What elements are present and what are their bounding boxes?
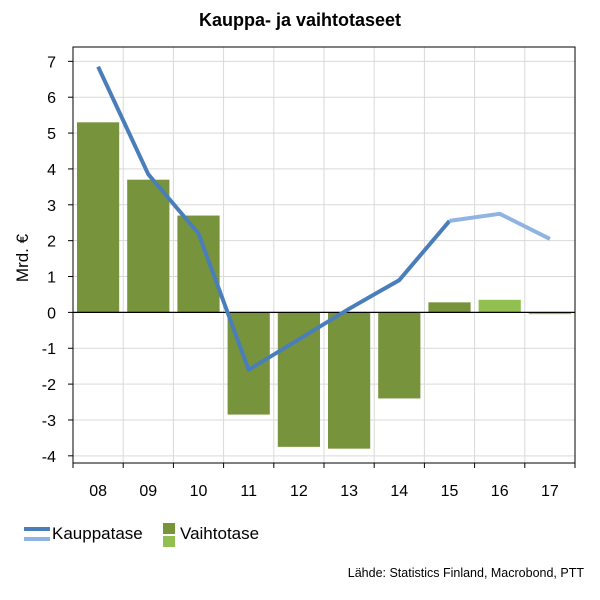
line-kauppatase — [96, 65, 452, 372]
y-tick-label: 3 — [47, 198, 56, 215]
y-tick-label: -4 — [42, 449, 56, 466]
y-tick-label: 0 — [47, 305, 56, 322]
line-kauppatase-forecast — [449, 211, 551, 241]
y-tick-label: 5 — [47, 126, 56, 143]
x-tick-label: 17 — [541, 483, 559, 500]
bar-vaihtotase-14 — [378, 312, 421, 399]
legend-label-vaihtotase: Vaihtotase — [180, 524, 260, 543]
x-tick-label: 13 — [340, 483, 358, 500]
y-tick-label: 4 — [47, 162, 56, 179]
y-tick-label: 1 — [47, 270, 56, 287]
y-axis-label: Mrd. € — [13, 233, 32, 282]
bar-vaihtotase-12 — [277, 312, 320, 447]
x-tick-label: 11 — [240, 483, 257, 500]
y-tick-label: -1 — [42, 341, 56, 358]
bar-vaihtotase-17 — [528, 312, 571, 315]
x-tick-label: 09 — [139, 483, 157, 500]
y-tick-label: 7 — [47, 54, 56, 71]
y-tick-label: 6 — [47, 90, 56, 107]
legend-bar-swatch-icon — [163, 523, 175, 547]
y-tick-label: 2 — [47, 234, 56, 251]
chart-title: Kauppa- ja vaihtotaseet — [198, 10, 402, 30]
legend-item-kauppatase: Kauppatase — [22, 523, 143, 545]
x-tick-label: 10 — [190, 483, 208, 500]
x-tick-label: 16 — [491, 483, 509, 500]
x-tick-label: 14 — [390, 483, 408, 500]
source-note: Lähde: Statistics Finland, Macrobond, PT… — [347, 566, 584, 580]
bar-vaihtotase-09 — [127, 179, 170, 313]
y-tick-label: -2 — [42, 377, 56, 394]
bar-vaihtotase-10 — [177, 215, 220, 313]
y-tick-label: -3 — [42, 413, 56, 430]
bar-vaihtotase-15 — [428, 302, 471, 313]
x-tick-label: 08 — [89, 483, 107, 500]
bar-vaihtotase-16 — [478, 299, 521, 313]
legend-label-kauppatase: Kauppatase — [52, 524, 143, 543]
x-tick-label: 12 — [290, 483, 308, 500]
bar-vaihtotase-08 — [77, 122, 120, 313]
legend-item-vaihtotase: Vaihtotase — [162, 523, 259, 547]
bar-vaihtotase-13 — [328, 312, 371, 449]
x-tick-label: 15 — [441, 483, 459, 500]
legend-line-swatch-icon — [24, 527, 50, 541]
